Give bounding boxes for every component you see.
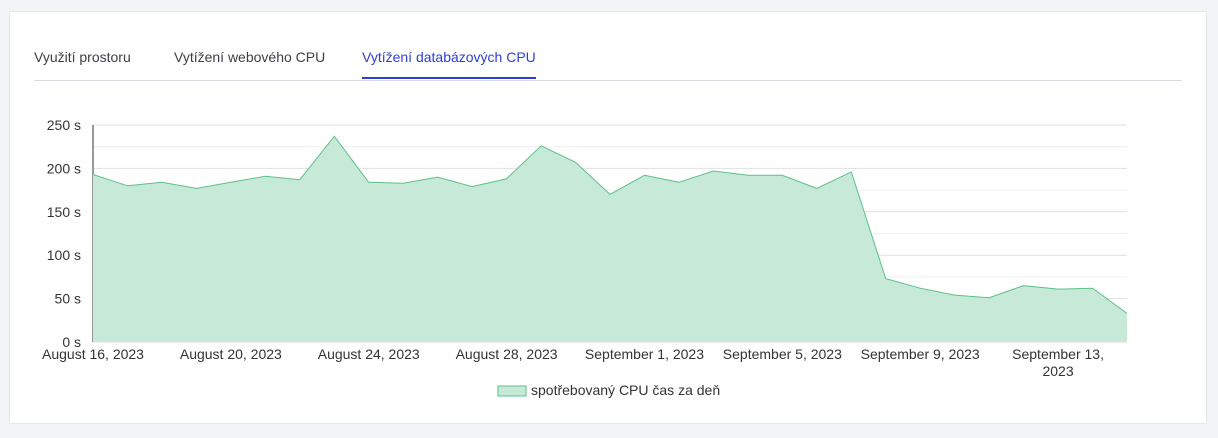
x-tick-label: September 1, 2023 <box>585 346 704 362</box>
tab-storage-usage[interactable]: Využití prostoru <box>34 49 131 65</box>
y-tick-label: 200 s <box>47 160 81 176</box>
area-layer <box>89 132 1131 342</box>
data-point[interactable] <box>1123 309 1131 317</box>
data-point[interactable] <box>709 167 717 175</box>
data-point[interactable] <box>434 173 442 181</box>
data-point[interactable] <box>1089 284 1097 292</box>
y-tick-label: 250 s <box>47 117 81 133</box>
data-point[interactable] <box>744 171 752 179</box>
y-tick-label: 0 s <box>62 334 81 350</box>
x-tick-label: September 13, 2023 <box>1012 346 1104 379</box>
x-tick-label: August 20, 2023 <box>180 346 282 362</box>
data-point[interactable] <box>951 291 959 299</box>
y-axis-ticks: 0 s 50 s 100 s 150 s 200 s 250 s <box>47 117 81 350</box>
x-tick-label: August 24, 2023 <box>318 346 420 362</box>
data-point[interactable] <box>330 132 338 140</box>
legend-swatch <box>497 385 527 397</box>
data-point[interactable] <box>572 158 580 166</box>
tab-bar: Využití prostoru Vytížení webového CPU V… <box>34 48 1182 81</box>
data-point[interactable] <box>1054 285 1062 293</box>
data-point[interactable] <box>123 182 131 190</box>
x-axis-ticks: August 16, 2023 August 20, 2023 August 24,… <box>42 346 1104 379</box>
legend-label[interactable]: spotřebovaný CPU čas za deň <box>531 382 720 398</box>
data-point[interactable] <box>365 178 373 186</box>
x-tick-label: September 9, 2023 <box>861 346 980 362</box>
data-point[interactable] <box>503 175 511 183</box>
series-area <box>93 136 1127 342</box>
tab-database-cpu-load[interactable]: Vytížení databázových CPU <box>362 49 536 79</box>
data-point[interactable] <box>261 172 269 180</box>
data-point[interactable] <box>640 171 648 179</box>
y-tick-label: 150 s <box>47 204 81 220</box>
data-point[interactable] <box>813 184 821 192</box>
data-point[interactable] <box>399 179 407 187</box>
y-tick-label: 100 s <box>47 247 81 263</box>
x-tick-label: August 28, 2023 <box>456 346 558 362</box>
series-line <box>92 135 1128 314</box>
y-tick-label: 50 s <box>55 291 81 307</box>
data-point[interactable] <box>468 183 476 191</box>
data-point[interactable] <box>89 170 97 178</box>
data-point[interactable] <box>847 168 855 176</box>
data-point[interactable] <box>916 284 924 292</box>
data-point[interactable] <box>985 294 993 302</box>
data-point[interactable] <box>296 176 304 184</box>
data-point[interactable] <box>227 178 235 186</box>
x-tick-label: September 5, 2023 <box>723 346 842 362</box>
legend: spotřebovaný CPU čas za deň <box>497 382 720 398</box>
data-point[interactable] <box>606 190 614 198</box>
x-tick-label: August 16, 2023 <box>42 346 144 362</box>
tab-web-cpu-load[interactable]: Vytížení webového CPU <box>174 49 326 65</box>
data-point[interactable] <box>158 178 166 186</box>
data-point[interactable] <box>1020 282 1028 290</box>
data-point[interactable] <box>778 171 786 179</box>
data-point[interactable] <box>192 184 200 192</box>
data-point[interactable] <box>675 178 683 186</box>
data-point[interactable] <box>537 142 545 150</box>
data-point[interactable] <box>882 275 890 283</box>
